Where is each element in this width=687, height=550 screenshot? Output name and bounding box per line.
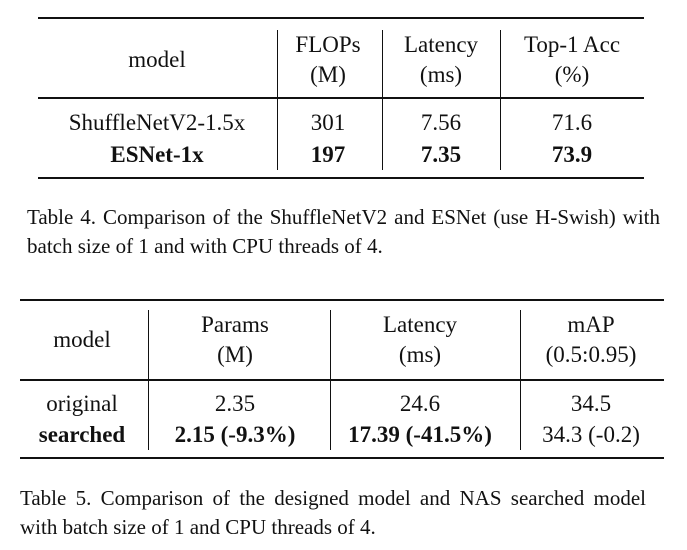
cell: 34.5 (570, 391, 612, 416)
column-divider (277, 30, 278, 170)
column-divider (382, 30, 383, 170)
header-cell: Latency (382, 312, 458, 337)
caption: Table 4. Comparison of the ShuffleNetV2 … (27, 205, 660, 258)
rule (38, 17, 644, 19)
rule (38, 177, 644, 179)
cell: 24.6 (399, 391, 441, 416)
cell: 7.35 (420, 142, 462, 167)
header-cell: (ms) (419, 62, 463, 87)
header-cell: (M) (217, 342, 253, 367)
cell: ShuffleNetV2-1.5x (68, 110, 246, 135)
cell: 73.9 (551, 142, 593, 167)
header-cell: Top-1 Acc (523, 32, 621, 57)
cell: searched (38, 422, 126, 447)
cell: 301 (310, 110, 346, 135)
header-cell: Latency (403, 32, 479, 57)
header-cell: (0.5:0.95) (545, 342, 637, 367)
header-cell: (M) (310, 62, 346, 87)
rule (38, 97, 644, 99)
header-cell: (ms) (398, 342, 442, 367)
cell: 7.56 (420, 110, 462, 135)
caption: Table 5. Comparison of the designed mode… (20, 486, 646, 539)
header-cell: (%) (554, 62, 590, 87)
header-cell: Params (201, 312, 269, 337)
column-divider (520, 310, 521, 450)
column-divider (330, 310, 331, 450)
cell: ESNet-1x (110, 142, 204, 167)
cell: 34.3 (-0.2) (542, 422, 640, 447)
cell: original (46, 391, 118, 416)
header-cell: model (53, 327, 111, 352)
column-divider (500, 30, 501, 170)
rule (20, 379, 664, 381)
column-divider (148, 310, 149, 450)
cell: 17.39 (-41.5%) (348, 422, 492, 447)
header-cell: model (128, 47, 186, 72)
header-cell: FLOPs (295, 32, 361, 57)
cell: 2.35 (214, 391, 256, 416)
cell: 2.15 (-9.3%) (174, 422, 296, 447)
rule (20, 457, 664, 459)
header-cell: mAP (567, 312, 615, 337)
rule (20, 299, 664, 301)
cell: 197 (310, 142, 346, 167)
cell: 71.6 (551, 110, 593, 135)
